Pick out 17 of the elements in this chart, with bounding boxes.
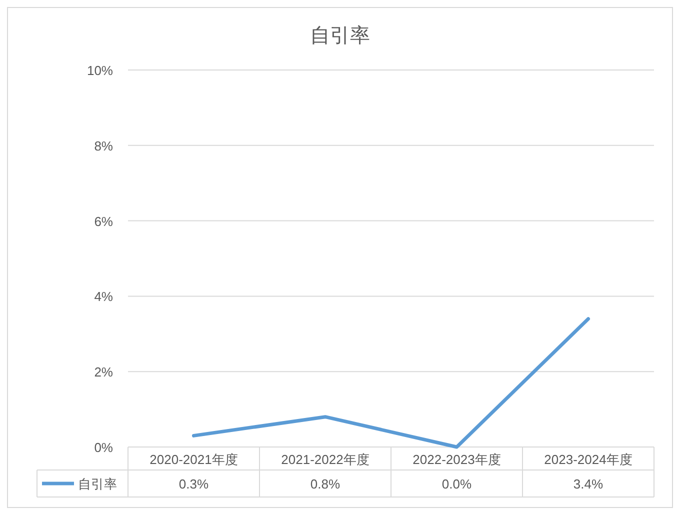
data-label: 0.3% xyxy=(178,476,209,492)
y-tick-label: 0% xyxy=(94,440,114,455)
x-tick-label: 2020-2021年度 xyxy=(150,452,238,467)
line-series xyxy=(192,317,590,449)
x-tick-label: 2021-2022年度 xyxy=(281,452,370,467)
y-tick-label: 6% xyxy=(94,214,114,229)
y-tick-label: 8% xyxy=(94,138,114,154)
legend-label: 自引率 xyxy=(78,476,117,492)
x-tick-label: 2023-2024年度 xyxy=(544,452,632,467)
data-label: 3.4% xyxy=(573,476,604,492)
y-tick-label: 10% xyxy=(86,63,114,78)
data-label: 0.0% xyxy=(442,476,472,492)
y-tick-label: 2% xyxy=(94,364,114,380)
y-tick-label: 4% xyxy=(94,289,114,304)
chart-title: 自引率 xyxy=(310,25,370,47)
data-label: 0.8% xyxy=(310,476,340,492)
x-tick-label: 2022-2023年度 xyxy=(412,452,501,467)
